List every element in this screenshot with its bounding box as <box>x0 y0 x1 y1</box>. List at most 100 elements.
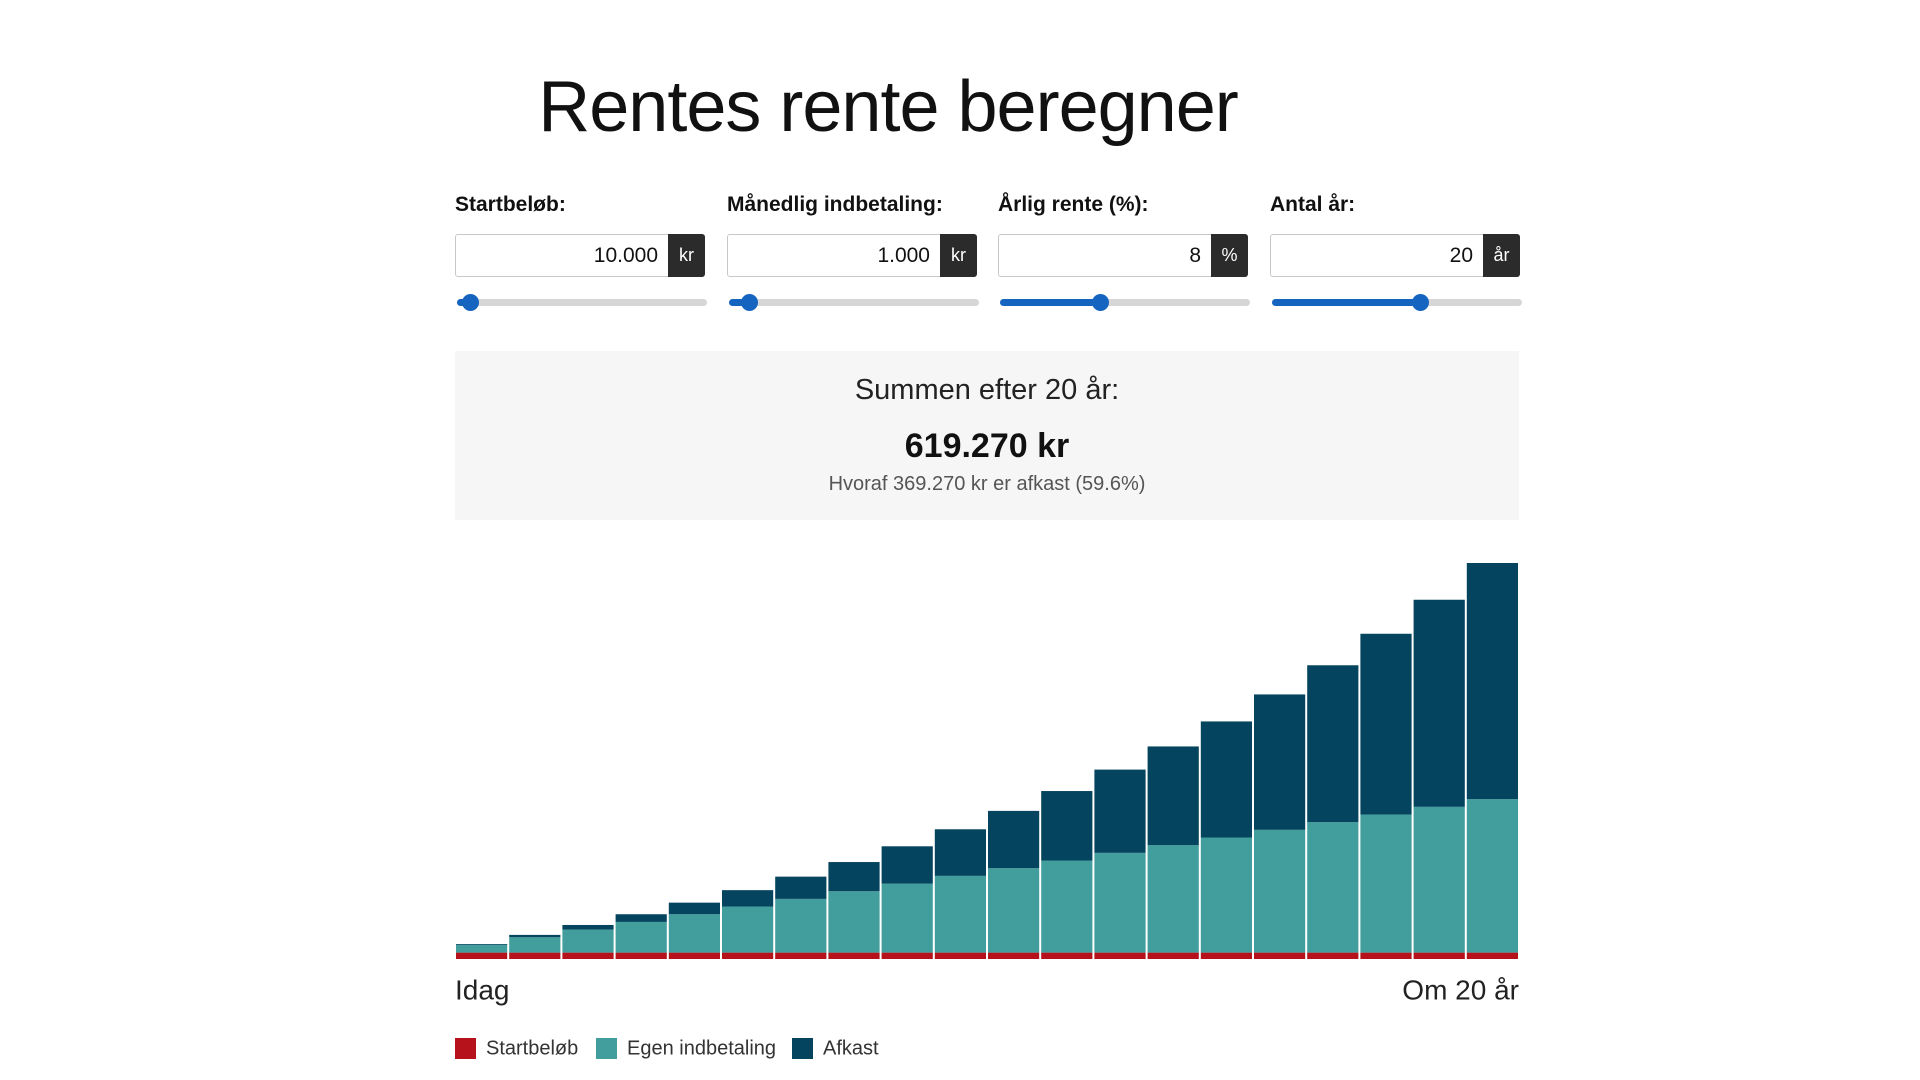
bar-segment <box>1360 814 1412 953</box>
legend-swatch <box>596 1038 617 1059</box>
bar-segment <box>615 914 667 922</box>
bar-segment <box>1094 769 1146 853</box>
input-unit: % <box>1211 234 1248 277</box>
bar-segment <box>1254 829 1306 953</box>
bar-segment <box>509 937 561 953</box>
input-value: 1.000 <box>877 244 930 267</box>
bar-segment <box>934 829 986 876</box>
bar-segment <box>1200 721 1252 838</box>
bar-segment <box>668 902 720 915</box>
input-unit: kr <box>940 234 977 277</box>
bar-segment <box>881 846 933 884</box>
slider-thumb[interactable] <box>741 294 758 311</box>
bar-segment <box>1413 806 1465 953</box>
summary-detail: Hvoraf 369.270 kr er afkast (59.6%) <box>828 473 1146 495</box>
bar-segment <box>668 914 720 953</box>
text-input[interactable]: 10.000 kr <box>455 234 705 277</box>
bar-segment <box>828 952 880 959</box>
bar-segment <box>722 952 774 959</box>
legend-swatch <box>455 1038 476 1059</box>
bar-segment <box>775 876 827 899</box>
input-label: Årlig rente (%): <box>998 193 1149 216</box>
bar-segment <box>1307 665 1359 823</box>
input-field: Årlig rente (%): 8% <box>998 193 1248 277</box>
bar-segment <box>828 862 880 892</box>
bar-segment <box>1094 852 1146 953</box>
text-input[interactable]: 8% <box>998 234 1248 277</box>
bar-segment <box>1041 860 1093 953</box>
bar-segment <box>562 924 614 930</box>
input-unit: år <box>1483 234 1520 277</box>
bar-segment <box>934 952 986 959</box>
bar-segment <box>456 944 508 953</box>
bar-segment <box>1200 952 1252 959</box>
slider[interactable] <box>729 294 979 311</box>
bar-segment <box>988 868 1040 953</box>
bar-segment <box>1147 952 1199 959</box>
slider-thumb[interactable] <box>461 294 479 311</box>
slider-thumb[interactable] <box>1411 294 1429 311</box>
input-value: 10.000 <box>593 244 658 267</box>
bar-segment <box>881 952 933 959</box>
slider-thumb[interactable] <box>1092 294 1109 311</box>
bar-segment <box>562 952 614 959</box>
bar-segment <box>1254 952 1306 959</box>
bar-segment <box>1466 563 1518 800</box>
input-label: Månedlig indbetaling: <box>727 193 943 216</box>
bar-segment <box>881 883 933 953</box>
bar-segment <box>934 875 986 953</box>
input-field: Antal år: 20 år <box>1270 193 1520 277</box>
legend-label: Startbeløb <box>486 1037 578 1059</box>
bar-segment <box>1360 633 1412 815</box>
x-start-label: Idag <box>455 974 510 1005</box>
text-input[interactable]: 20 år <box>1270 234 1520 277</box>
bar-segment <box>722 890 774 907</box>
bar-segment <box>1413 599 1465 807</box>
bar-segment <box>1200 837 1252 953</box>
bar-segment <box>1147 746 1199 846</box>
slider-fill <box>729 299 749 306</box>
bar-segment <box>456 952 508 959</box>
input-value: 20 <box>1449 244 1473 267</box>
input-field: Startbeløb: 10.000 kr <box>455 193 705 277</box>
input-unit: kr <box>668 234 705 277</box>
bar-segment <box>1413 952 1465 959</box>
legend-swatch <box>792 1038 813 1059</box>
summary-heading: Summen efter 20 år: <box>854 374 1120 406</box>
bar-segment <box>562 929 614 953</box>
bar-segment <box>1360 952 1412 959</box>
bar-segment <box>456 944 508 945</box>
text-input[interactable]: 1.000 kr <box>727 234 977 277</box>
input-label: Antal år: <box>1270 193 1356 216</box>
slider[interactable] <box>1272 294 1522 311</box>
summary-box: Summen efter 20 år: 619.270 kr Hvoraf 36… <box>455 351 1519 520</box>
bar-segment <box>1094 952 1146 959</box>
bar-segment <box>615 952 667 959</box>
bar-segment <box>1466 799 1518 953</box>
bar-segment <box>1307 952 1359 959</box>
x-end-label: Om 20 år <box>1402 974 1519 1005</box>
bar-segment <box>1307 822 1359 953</box>
slider[interactable] <box>1000 294 1250 311</box>
summary-total: 619.270 kr <box>904 427 1070 465</box>
bar-segment <box>1041 791 1093 861</box>
input-label: Startbeløb: <box>455 193 566 216</box>
bar-segment <box>509 934 561 938</box>
input-value: 8 <box>1189 244 1201 267</box>
bar-segment <box>988 810 1040 869</box>
input-field: Månedlig indbetaling: 1.000 kr <box>727 193 977 277</box>
slider-fill <box>1272 299 1420 306</box>
bar-segment <box>668 952 720 959</box>
bar-segment <box>775 952 827 959</box>
bar-segment <box>775 898 827 953</box>
bar-segment <box>1466 952 1518 959</box>
bar-segment <box>1254 694 1306 830</box>
slider[interactable] <box>457 294 707 311</box>
slider-fill <box>1000 299 1100 306</box>
bar-segment <box>509 952 561 959</box>
bar-segment <box>615 921 667 953</box>
legend-label: Egen indbetaling <box>627 1037 776 1059</box>
bar-segment <box>1041 952 1093 959</box>
